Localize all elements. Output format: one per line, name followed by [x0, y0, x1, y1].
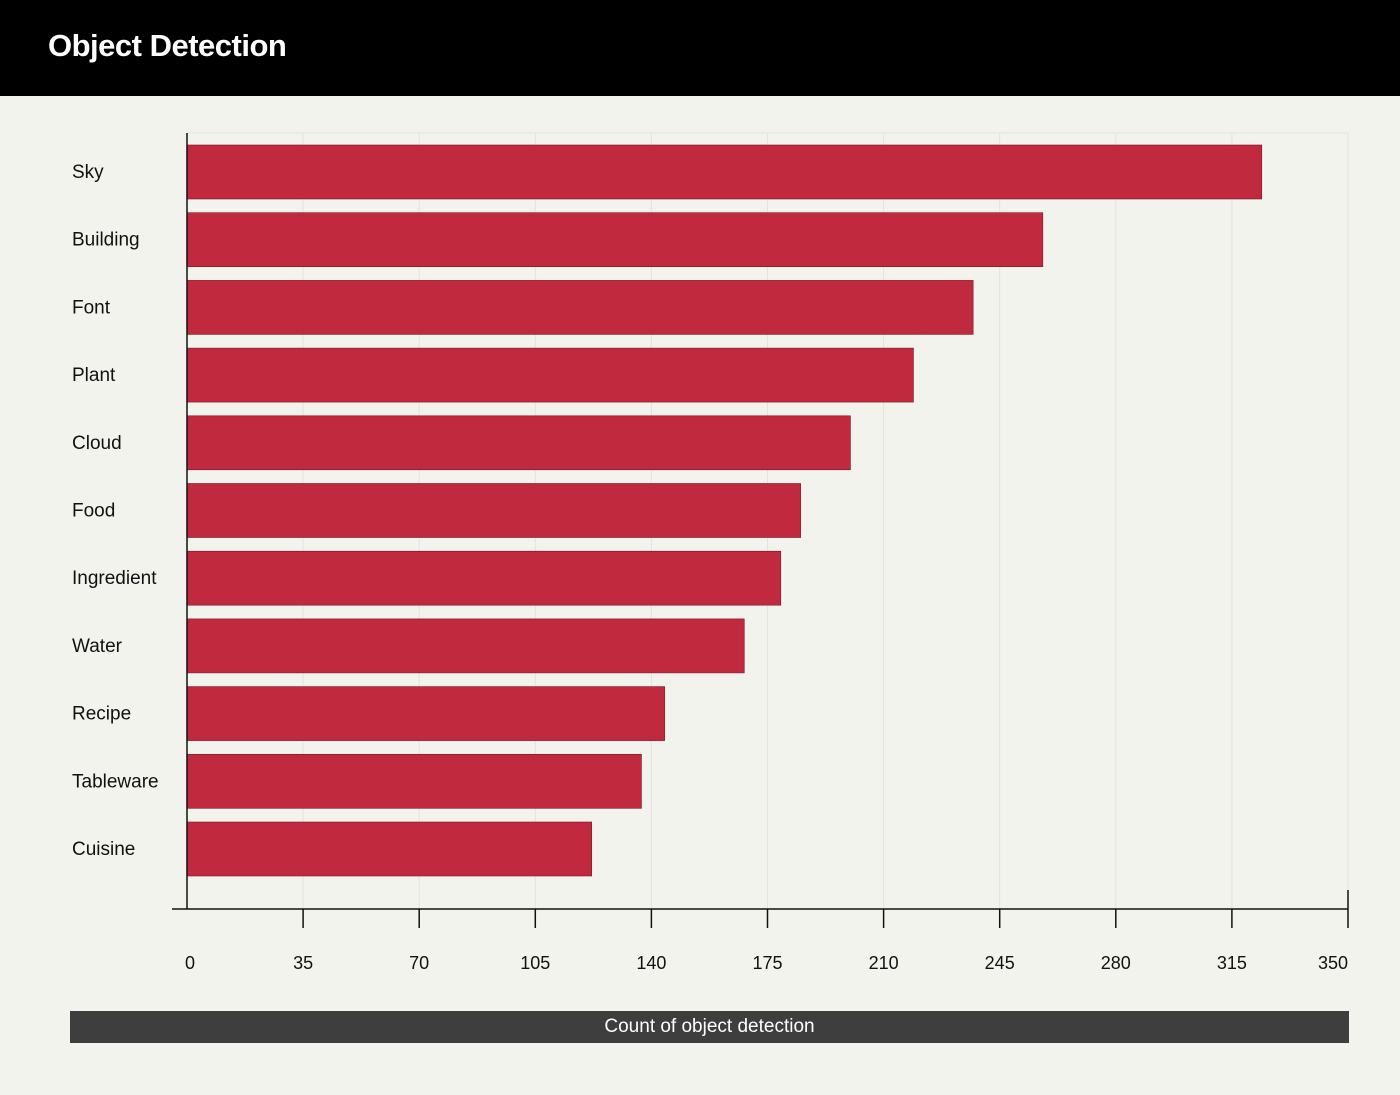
bar-cuisine	[186, 821, 592, 877]
x-tick-label: 175	[752, 953, 782, 973]
x-tick-label: 210	[869, 953, 899, 973]
category-label: Cuisine	[72, 839, 135, 860]
x-tick-label: 105	[520, 953, 550, 973]
category-label: Recipe	[72, 704, 131, 725]
category-label: Sky	[72, 162, 104, 183]
bars	[186, 144, 1263, 877]
x-axis-label: Count of object detection	[70, 1011, 1349, 1043]
x-tick-label: 35	[293, 953, 313, 973]
category-label: Ingredient	[72, 568, 157, 589]
x-tick-label: 140	[636, 953, 666, 973]
x-tick-label: 0	[185, 953, 195, 973]
bar-ingredient	[186, 550, 782, 606]
x-tick-label: 70	[409, 953, 429, 973]
x-tick-label: 315	[1217, 953, 1247, 973]
bar-cloud	[186, 415, 851, 471]
category-label: Cloud	[72, 433, 122, 454]
bar-plant	[186, 347, 914, 403]
bar-sky	[186, 144, 1263, 200]
bar-food	[186, 483, 801, 538]
category-labels: Sky Building Font Plant Cloud Food Ingredient W…	[72, 162, 159, 860]
category-label: Water	[72, 636, 123, 657]
header-bar: Object Detection	[0, 0, 1400, 96]
axes	[172, 133, 1349, 928]
x-tick-labels: 0 35 70 105 140 175 210 245 280 315 350	[185, 953, 1348, 973]
bar-recipe	[186, 686, 665, 741]
bar-tableware	[186, 753, 642, 809]
category-label: Food	[72, 501, 115, 522]
chart-title: Object Detection	[48, 28, 287, 63]
bar-font	[186, 280, 974, 335]
x-tick-label: 245	[985, 953, 1015, 973]
x-tick-label: 280	[1101, 953, 1131, 973]
category-label: Building	[72, 230, 140, 251]
category-label: Plant	[72, 365, 116, 386]
category-label: Font	[72, 297, 111, 318]
category-label: Tableware	[72, 771, 159, 792]
bar-water	[186, 618, 745, 674]
x-tick-label: 350	[1318, 953, 1348, 973]
bar-building	[186, 212, 1044, 267]
